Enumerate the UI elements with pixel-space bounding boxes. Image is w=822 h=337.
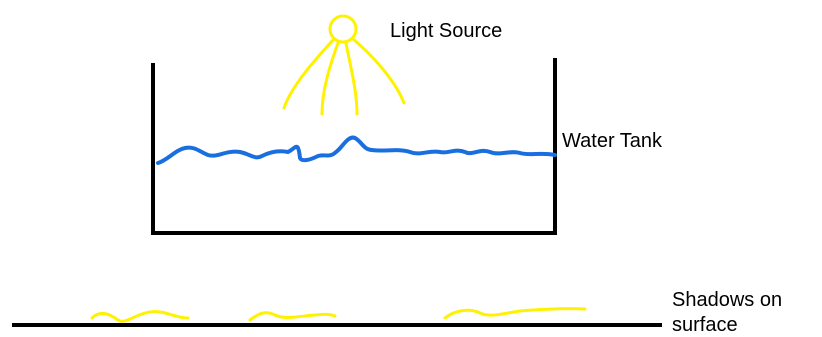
diagram: Light Source Water Tank Shadows on surfa… <box>0 0 822 337</box>
page: Light Source Water Tank Shadows on surfa… <box>0 0 822 337</box>
shadows-label: Shadows on <box>672 289 782 311</box>
shadows-label: surface <box>672 314 738 336</box>
light-ray <box>322 43 338 114</box>
water-surface <box>158 138 555 163</box>
light-source-label: Light Source <box>390 20 502 42</box>
light-ray <box>284 40 333 108</box>
water-tank-label: Water Tank <box>562 130 663 152</box>
shadow <box>250 313 335 320</box>
shadows <box>92 309 585 322</box>
shadow <box>92 312 188 322</box>
light-source-icon <box>284 16 404 114</box>
shadow <box>445 309 585 318</box>
light-ray <box>346 43 357 114</box>
light-ray <box>353 39 404 103</box>
